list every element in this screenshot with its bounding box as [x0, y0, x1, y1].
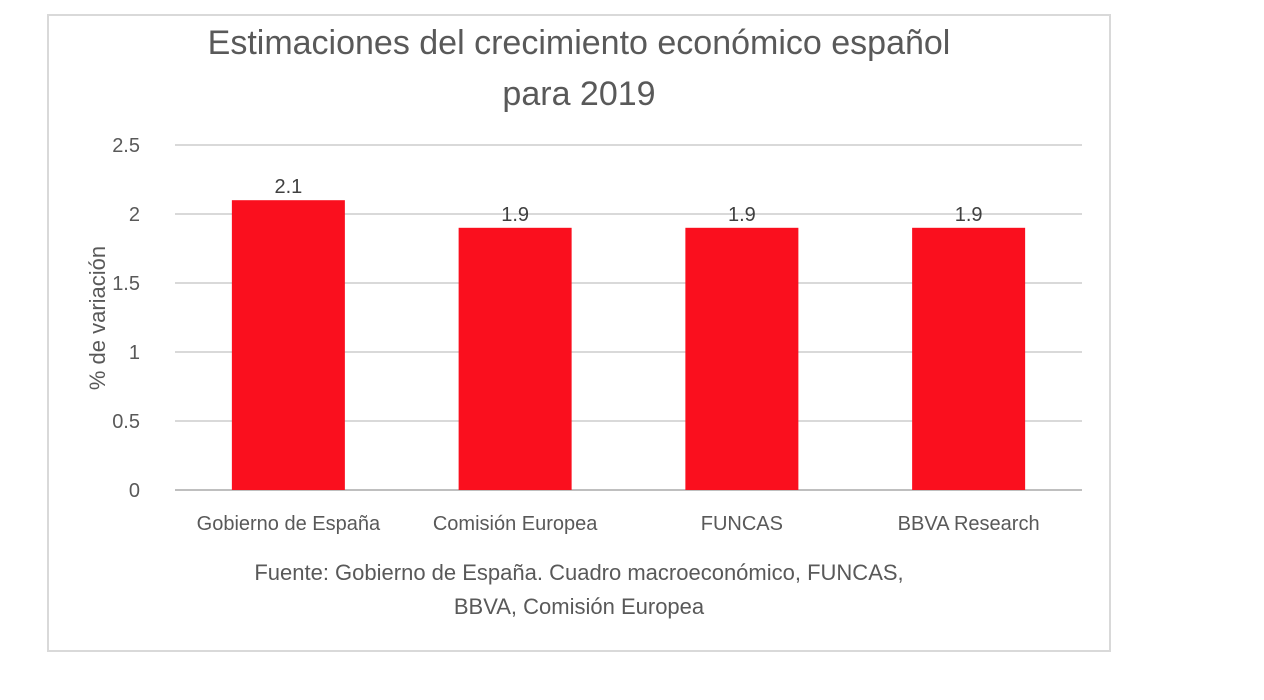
data-label: 2.1 [274, 176, 302, 198]
y-tick-label: 1 [129, 342, 140, 364]
x-tick-label: FUNCAS [701, 513, 783, 535]
data-label: 1.9 [728, 204, 756, 226]
y-tick-label: 1.5 [112, 273, 140, 295]
bar [458, 227, 572, 491]
y-axis-label: % de variación [85, 246, 110, 390]
y-tick-label: 2 [129, 204, 140, 226]
chart-title-line-2: para 2019 [502, 75, 656, 113]
x-tick-label: BBVA Research [898, 513, 1040, 535]
bar [912, 227, 1026, 491]
source-note-line-1: Fuente: Gobierno de España. Cuadro macro… [254, 560, 904, 585]
y-tick-label: 0 [129, 480, 140, 502]
chart-title-line-1: Estimaciones del crecimiento económico e… [207, 24, 951, 62]
data-label: 1.9 [955, 204, 983, 226]
bar [685, 227, 799, 491]
bar [231, 200, 345, 490]
source-note-line-2: BBVA, Comisión Europea [453, 594, 705, 619]
x-tick-label: Comisión Europea [433, 513, 598, 535]
y-tick-label: 2.5 [112, 135, 140, 157]
y-tick-label: 0.5 [112, 411, 140, 433]
data-label: 1.9 [501, 204, 529, 226]
x-tick-label: Gobierno de España [197, 513, 381, 535]
